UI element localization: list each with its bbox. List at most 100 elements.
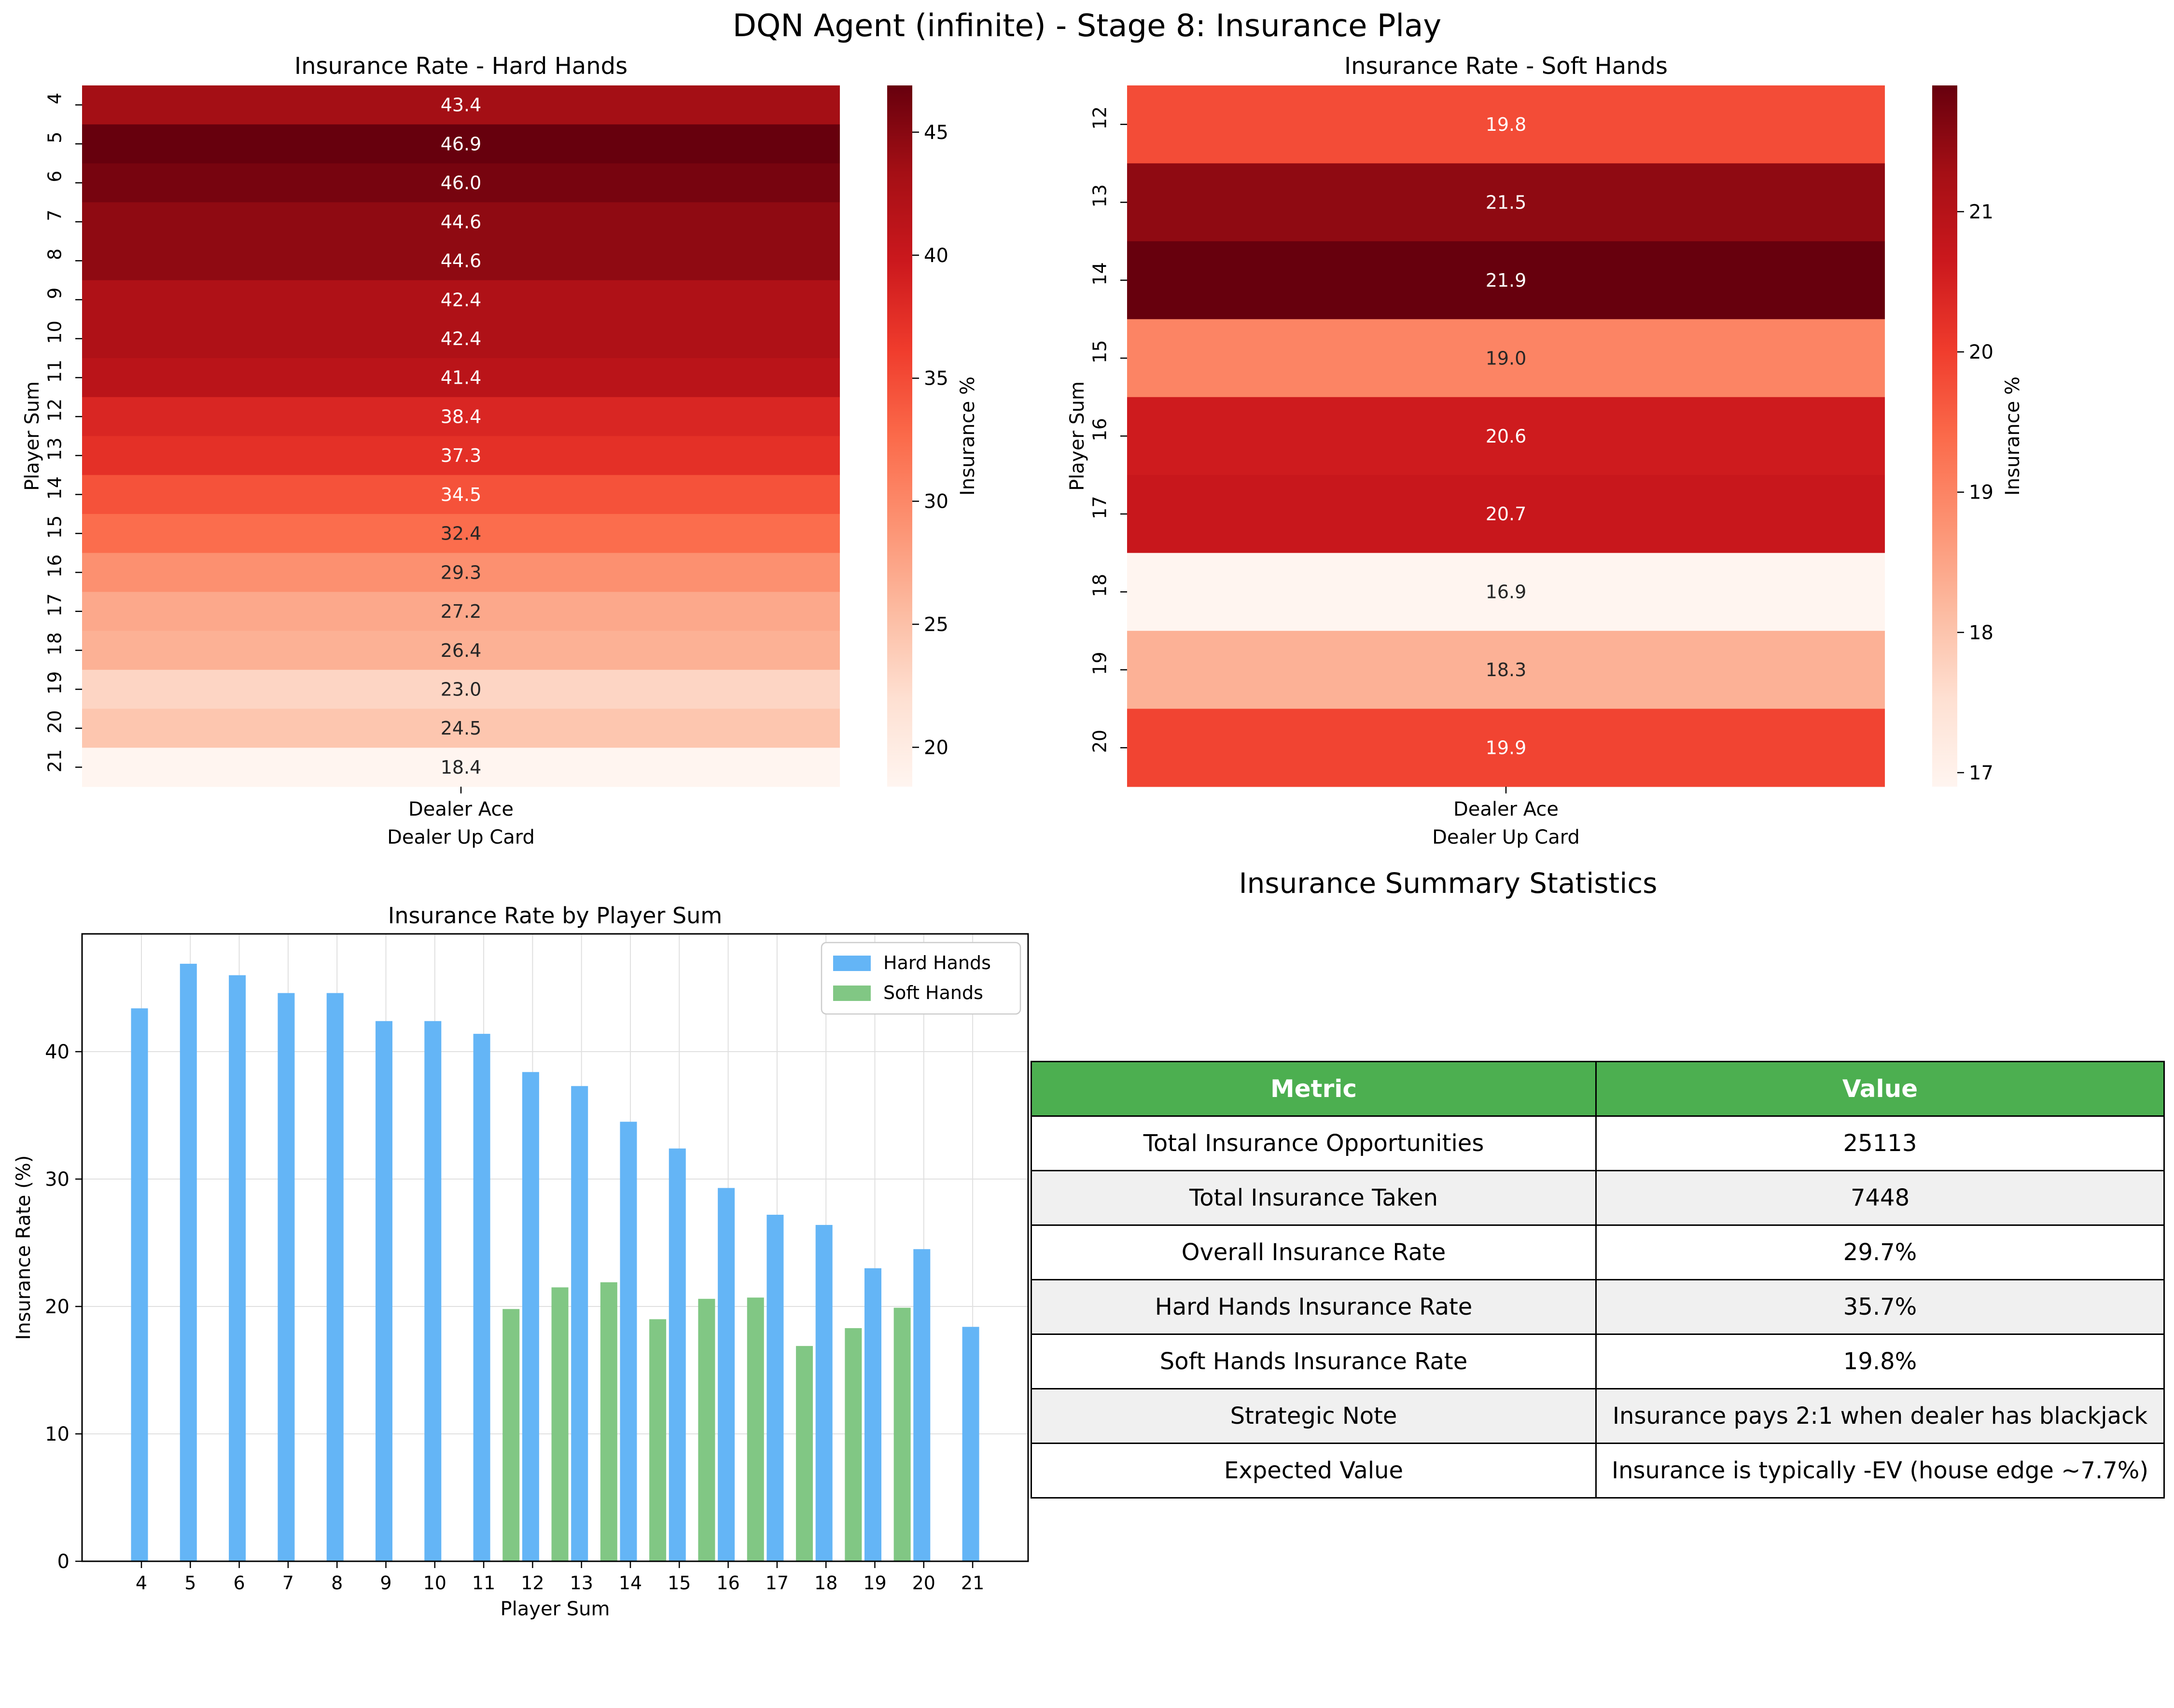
table-row: Hard Hands Insurance Rate 35.7% <box>1030 1279 2165 1335</box>
y-axis-label: Player Sum <box>21 381 43 491</box>
heatmap-cell-label: 19.9 <box>1486 737 1527 759</box>
table-cell-metric: Expected Value <box>1030 1443 1597 1499</box>
table-row: Total Insurance Opportunities 25113 <box>1030 1115 2165 1171</box>
bar-soft <box>893 1307 911 1561</box>
colorbar <box>1932 85 1957 787</box>
heatmap-title: Insurance Rate - Soft Hands <box>1344 53 1668 80</box>
bar-hard <box>424 1021 442 1561</box>
y-tick-label: 40 <box>45 1041 70 1063</box>
colorbar-label: Insurance % <box>957 376 979 496</box>
y-tick-label: 4 <box>44 93 66 104</box>
x-tick-label: 18 <box>814 1572 837 1594</box>
x-tick-label: 7 <box>282 1572 294 1594</box>
heatmap-cell-label: 38.4 <box>441 406 482 427</box>
bar-soft <box>747 1297 764 1561</box>
bar-hard <box>864 1268 881 1561</box>
bar-soft <box>502 1309 520 1561</box>
y-tick-label: 12 <box>1089 106 1111 129</box>
heatmap-cell-label: 42.4 <box>441 289 482 310</box>
bar-chart-insurance-by-sum: 0 10 20 30 40 4 5 6 7 8 9 10 11 12 13 14 15 16 17 18 19 20 21 I… <box>13 903 1029 1620</box>
table-cell-value: Insurance is typically -EV (house edge ~… <box>1595 1443 2165 1499</box>
bar-soft <box>796 1346 813 1561</box>
y-tick-label: 14 <box>44 476 66 500</box>
legend-box <box>821 942 1021 1015</box>
heatmap-cell <box>1127 475 1885 554</box>
colorbar-tick-label: 18 <box>1969 622 1993 644</box>
y-tick-label: 20 <box>1089 730 1111 753</box>
colorbar-tick-label: 20 <box>924 736 948 759</box>
heatmap-cell-label: 44.6 <box>441 211 482 233</box>
heatmap-cell-label: 18.4 <box>441 757 482 778</box>
heatmap-cell <box>82 436 840 475</box>
bar-hard <box>326 993 344 1561</box>
table-cell-metric: Total Insurance Opportunities <box>1030 1115 1597 1171</box>
y-tick-label: 6 <box>44 170 66 182</box>
table-row: Overall Insurance Rate 29.7% <box>1030 1224 2165 1280</box>
table-cell-value: Insurance pays 2:1 when dealer has black… <box>1595 1388 2165 1444</box>
heatmap-cell-label: 42.4 <box>441 328 482 349</box>
y-tick-label: 18 <box>1089 574 1111 597</box>
heatmap-cell <box>1127 631 1885 709</box>
heatmap-cell-label: 34.5 <box>441 484 482 505</box>
heatmap-cell <box>82 319 840 359</box>
heatmap-cell-label: 19.8 <box>1486 114 1527 135</box>
y-tick-label: 19 <box>1089 652 1111 675</box>
table-cell-value: 7448 <box>1595 1170 2165 1226</box>
colorbar-tick-label: 19 <box>1969 482 1993 504</box>
bar-hard <box>815 1225 833 1561</box>
x-axis-label: Dealer Up Card <box>387 826 535 848</box>
legend-label: Soft Hands <box>883 982 983 1003</box>
x-tick-label: 8 <box>331 1572 343 1594</box>
bar-soft <box>649 1319 667 1561</box>
colorbar-tick-label: 45 <box>924 122 948 144</box>
heatmap-cell-label: 29.3 <box>441 562 482 583</box>
y-axis-label: Insurance Rate (%) <box>13 1155 35 1340</box>
legend-swatch <box>833 956 871 971</box>
plot-frame <box>81 933 1029 1562</box>
heatmap-cell <box>82 669 840 709</box>
y-tick-label: 30 <box>45 1168 70 1191</box>
bar-soft <box>698 1299 715 1561</box>
heatmap-cell-label: 20.7 <box>1486 503 1527 525</box>
y-tick-label: 14 <box>1089 262 1111 285</box>
heatmap-cell-label: 26.4 <box>441 640 482 661</box>
y-tick-label: 15 <box>1089 340 1111 363</box>
y-tick-label: 9 <box>44 288 66 299</box>
heatmap-cell <box>1127 708 1885 787</box>
y-tick-label: 16 <box>44 555 66 578</box>
table-cell-metric: Hard Hands Insurance Rate <box>1030 1279 1597 1335</box>
heatmap-cell-label: 19.0 <box>1486 347 1527 369</box>
heatmap-cell-label: 24.5 <box>441 718 482 739</box>
table-row: Soft Hands Insurance Rate 19.8% <box>1030 1333 2165 1389</box>
y-tick-label: 21 <box>44 749 66 772</box>
heatmap-cell <box>82 397 840 436</box>
heatmap-soft-hands: 19.8 12 21.5 13 21.9 14 19.0 15 20.6 16 20.7 17 16.9… <box>1066 53 2024 848</box>
bar-hard <box>571 1086 588 1561</box>
bar-soft <box>600 1282 617 1561</box>
heatmap-hard-hands: 43.4 4 46.9 5 46.0 6 44.6 7 44.6 8 42.4 9 42.4 10 41.4… <box>21 53 979 848</box>
heatmap-cell <box>82 202 840 242</box>
x-tick-label: Dealer Ace <box>408 798 514 820</box>
heatmap-cell-label: 27.2 <box>441 601 482 622</box>
y-tick-label: 13 <box>1089 184 1111 208</box>
x-tick-label: 10 <box>423 1572 446 1594</box>
heatmap-cell <box>82 280 840 319</box>
colorbar-tick-label: 30 <box>924 491 948 513</box>
y-tick-label: 17 <box>1089 496 1111 519</box>
bar-chart-title: Insurance Rate by Player Sum <box>388 903 722 929</box>
heatmap-cell <box>82 748 840 787</box>
x-tick-label: 12 <box>521 1572 544 1594</box>
x-axis-label: Player Sum <box>501 1598 610 1620</box>
colorbar-label: Insurance % <box>2002 376 2024 496</box>
y-tick-label: 12 <box>44 399 66 422</box>
table-cell-value: 25113 <box>1595 1115 2165 1171</box>
y-tick-label: 7 <box>44 209 66 221</box>
y-tick-label: 19 <box>44 671 66 694</box>
y-axis-label: Player Sum <box>1066 381 1088 491</box>
y-tick-label: 18 <box>44 632 66 655</box>
heatmap-cell <box>82 85 840 125</box>
x-tick-label: 11 <box>472 1572 495 1594</box>
table-cell-value: 29.7% <box>1595 1224 2165 1280</box>
x-tick-label: 19 <box>863 1572 886 1594</box>
x-tick-label: 16 <box>716 1572 739 1594</box>
